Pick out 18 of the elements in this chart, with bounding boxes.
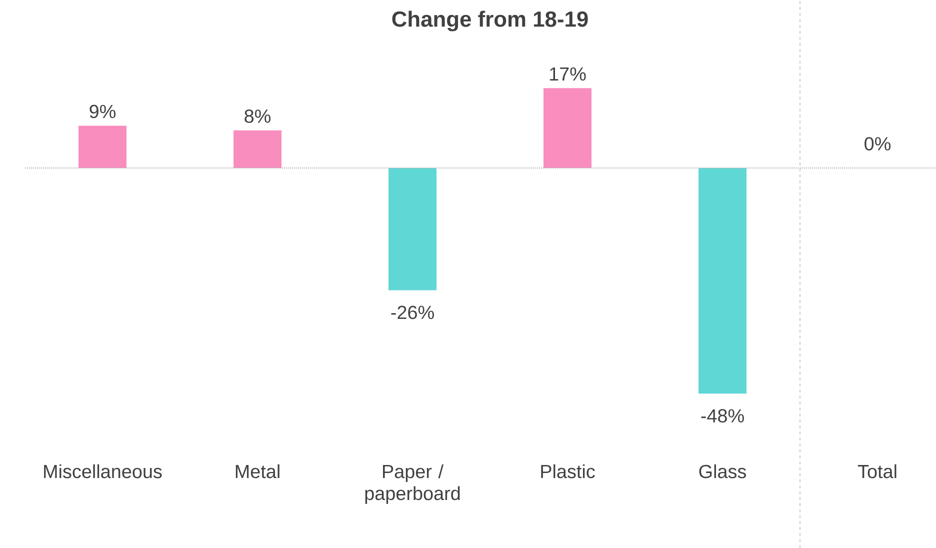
chart-title: Change from 18-19	[392, 10, 588, 32]
x-tick-label: Glass	[699, 464, 746, 478]
bar	[234, 130, 282, 168]
data-label: 17%	[550, 67, 586, 81]
data-label: -26%	[391, 306, 434, 320]
bar	[78, 126, 126, 168]
x-tick-label: Miscellaneous	[44, 464, 162, 478]
bar	[388, 168, 437, 290]
bar	[698, 168, 747, 394]
data-label: 9%	[90, 104, 116, 118]
x-tick-label: Paper / paperboard	[365, 464, 460, 504]
data-label: 8%	[244, 109, 271, 123]
data-label: 0%	[864, 137, 891, 150]
x-tick-label: Total	[858, 464, 896, 478]
bar	[544, 88, 592, 168]
data-label: -48%	[701, 409, 744, 423]
x-tick-label: Metal	[236, 464, 280, 478]
x-tick-label: Plastic	[541, 464, 595, 478]
